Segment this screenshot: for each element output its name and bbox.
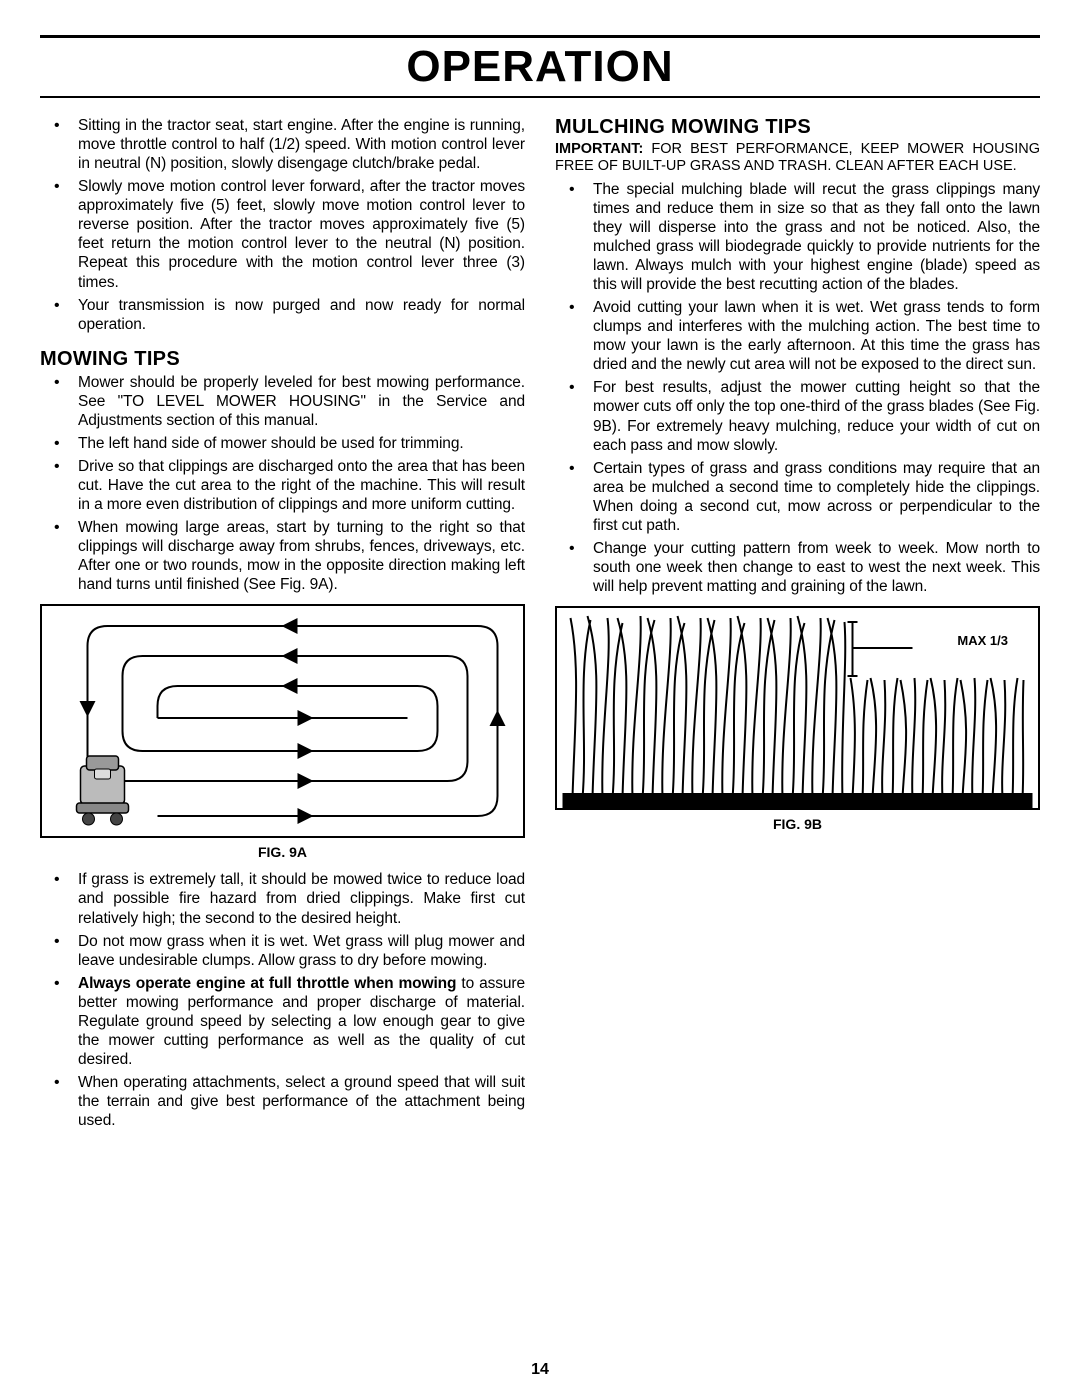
intro-bullet-list: Sitting in the tractor seat, start engin… — [40, 116, 525, 334]
mowing-tip-bullet: Do not mow grass when it is wet. Wet gra… — [40, 932, 525, 970]
mowing-tips-heading: MOWING TIPS — [40, 348, 525, 371]
mowing-tip-bullet: Drive so that clippings are discharged o… — [40, 457, 525, 514]
two-column-layout: Sitting in the tractor seat, start engin… — [40, 116, 1040, 1134]
left-column: Sitting in the tractor seat, start engin… — [40, 116, 525, 1134]
mowing-tip-bullet: Mower should be properly leveled for bes… — [40, 373, 525, 430]
mulching-heading: MULCHING MOWING TIPS — [555, 116, 1040, 139]
figure-9a-box — [40, 604, 525, 838]
page-number: 14 — [0, 1361, 1080, 1379]
fig-9a-caption: FIG. 9A — [40, 844, 525, 860]
right-column: MULCHING MOWING TIPS IMPORTANT: FOR BEST… — [555, 116, 1040, 1134]
mowing-tip-bullet: If grass is extremely tall, it should be… — [40, 870, 525, 927]
important-label: IMPORTANT: — [555, 141, 643, 157]
fig-9b-caption: FIG. 9B — [555, 816, 1040, 832]
mowing-pattern-diagram — [42, 606, 523, 836]
mowing-tip-bullet: When operating attachments, select a gro… — [40, 1073, 525, 1130]
mulching-bullet: Change your cutting pattern from week to… — [555, 539, 1040, 596]
mowing-tip-bullet: The left hand side of mower should be us… — [40, 434, 525, 453]
page-title: OPERATION — [40, 42, 1040, 92]
intro-bullet: Your transmission is now purged and now … — [40, 296, 525, 334]
tractor-icon — [77, 756, 129, 825]
mowing-tips-list-bottom: If grass is extremely tall, it should be… — [40, 870, 525, 1130]
intro-bullet: Slowly move motion control lever forward… — [40, 177, 525, 291]
mulching-bullet: Certain types of grass and grass conditi… — [555, 459, 1040, 535]
mulching-bullet: For best results, adjust the mower cutti… — [555, 378, 1040, 454]
fig-9b-max-label: MAX 1/3 — [957, 633, 1008, 648]
mulching-bullet-list: The special mulching blade will recut th… — [555, 180, 1040, 596]
mulching-bullet: Avoid cutting your lawn when it is wet. … — [555, 298, 1040, 374]
figure-9b-box: MAX 1/3 — [555, 606, 1040, 810]
mowing-tips-list-top: Mower should be properly leveled for bes… — [40, 373, 525, 595]
mulching-bullet: The special mulching blade will recut th… — [555, 180, 1040, 294]
mowing-tip-bullet: Always operate engine at full throttle w… — [40, 974, 525, 1069]
important-note: IMPORTANT: FOR BEST PERFORMANCE, KEEP MO… — [555, 141, 1040, 176]
top-rule — [40, 35, 1040, 38]
bottom-rule — [40, 96, 1040, 98]
mowing-tip-bullet: When mowing large areas, start by turnin… — [40, 518, 525, 594]
intro-bullet: Sitting in the tractor seat, start engin… — [40, 116, 525, 173]
